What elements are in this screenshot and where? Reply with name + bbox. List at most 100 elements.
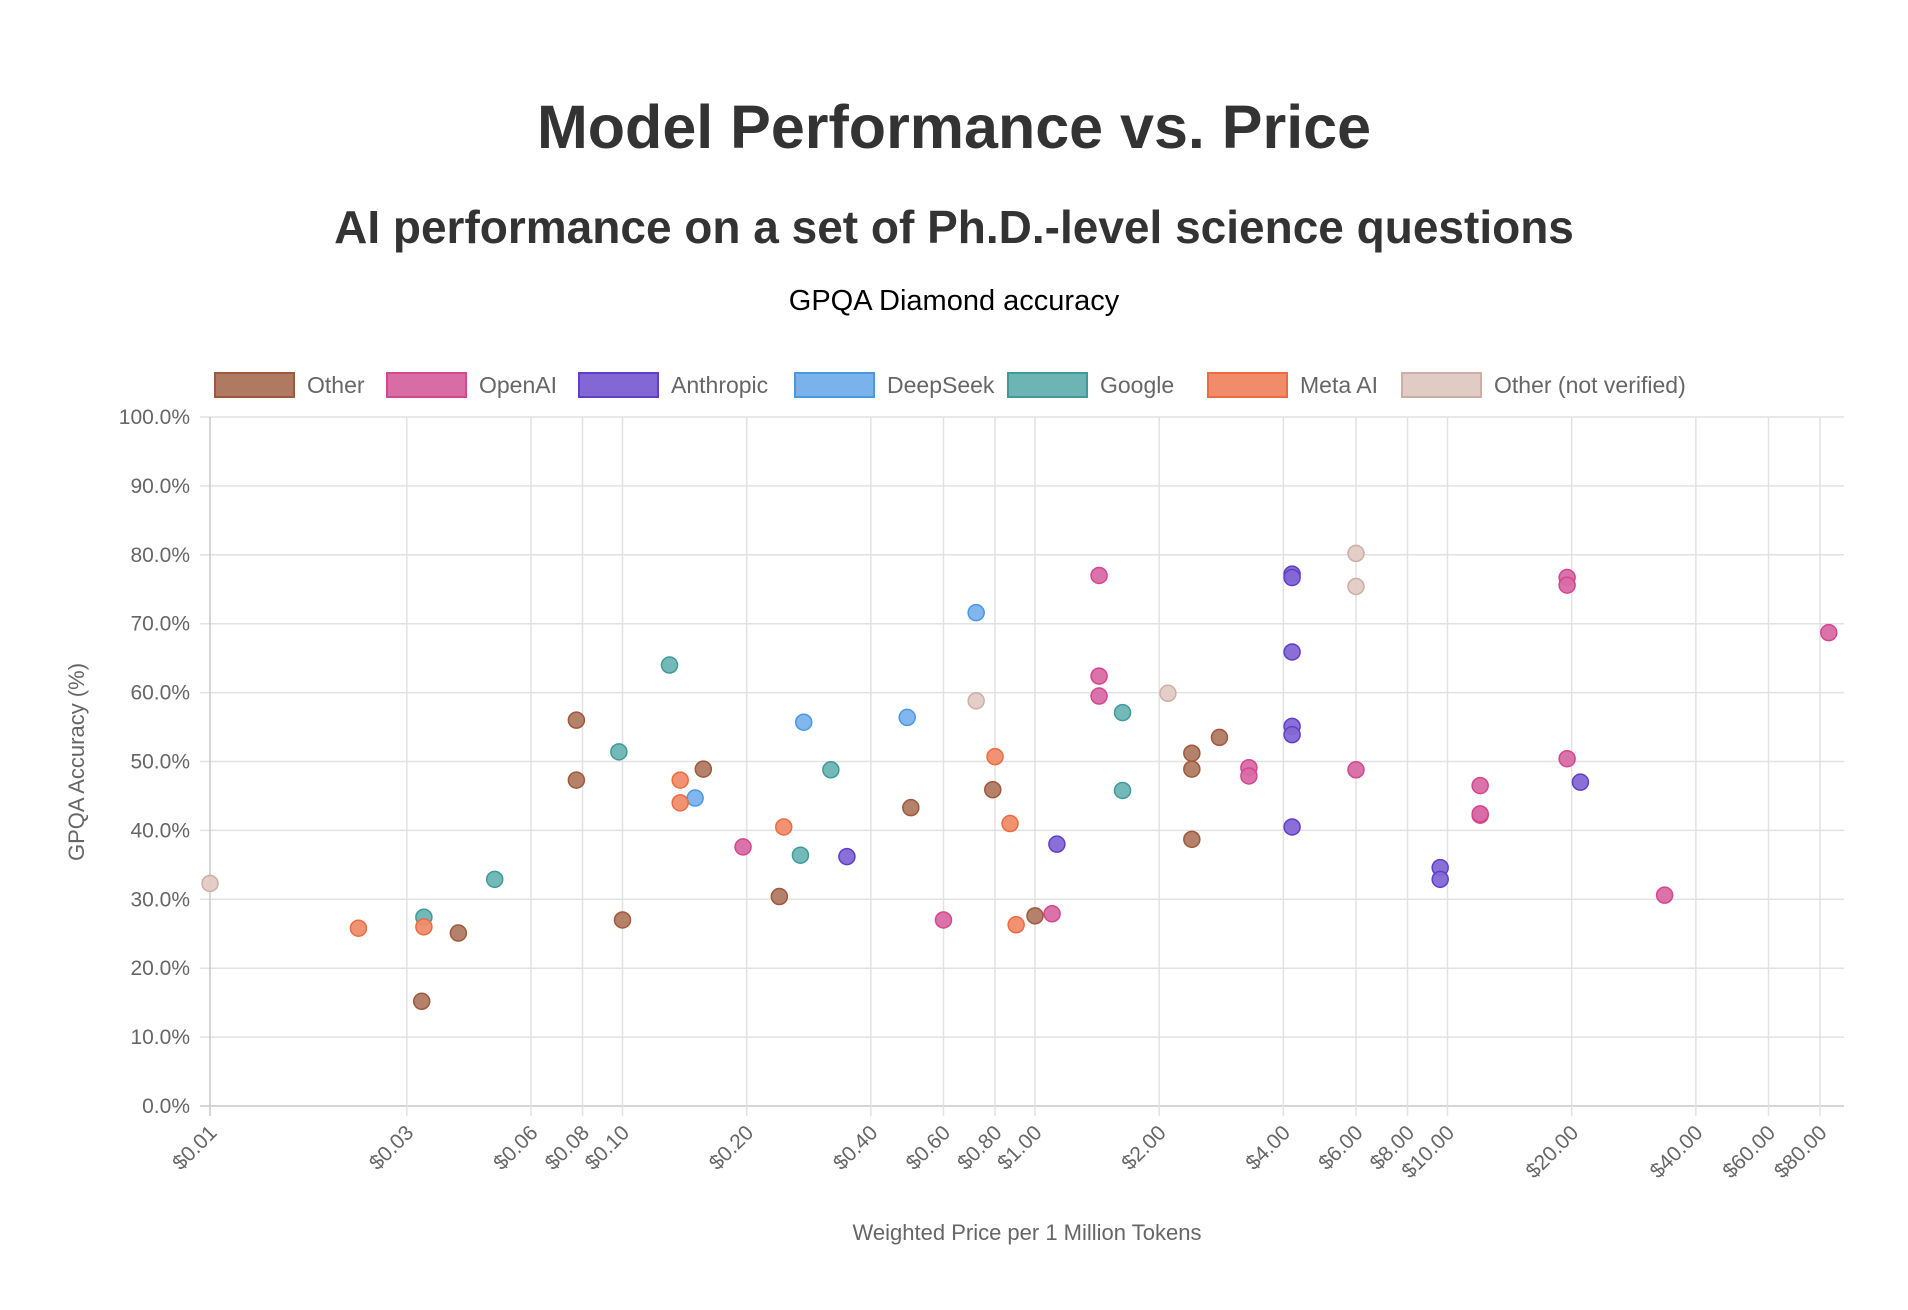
y-tick-label: 80.0% [130, 544, 190, 567]
series-anthropic [838, 565, 1590, 889]
data-point[interactable] [1001, 814, 1019, 833]
legend-item[interactable]: Other (not verified) [1401, 372, 1686, 398]
y-tick-label: 90.0% [130, 475, 190, 498]
data-point[interactable] [1183, 744, 1201, 762]
data-point[interactable] [613, 911, 632, 929]
data-point[interactable] [1347, 761, 1365, 779]
data-point[interactable] [1090, 687, 1108, 705]
data-point[interactable] [1820, 623, 1838, 642]
data-point[interactable] [1090, 667, 1108, 685]
data-point[interactable] [1183, 830, 1201, 849]
data-point[interactable] [1431, 870, 1449, 889]
y-tick-label: 40.0% [130, 819, 190, 842]
data-point[interactable] [415, 918, 433, 936]
data-point[interactable] [1283, 725, 1301, 744]
data-point[interactable] [1210, 728, 1229, 747]
data-point[interactable] [986, 747, 1004, 766]
data-point[interactable] [1183, 760, 1201, 778]
data-point[interactable] [898, 708, 916, 727]
legend-label: Google [1100, 372, 1174, 398]
legend-item[interactable]: Meta AI [1207, 372, 1378, 398]
data-point[interactable] [1471, 776, 1489, 795]
legend-item[interactable]: Anthropic [578, 372, 768, 398]
data-point[interactable] [967, 603, 985, 622]
data-point[interactable] [1558, 749, 1576, 768]
legend-item[interactable]: OpenAI [386, 372, 557, 398]
data-point[interactable] [686, 789, 704, 807]
data-point[interactable] [694, 760, 713, 778]
data-point[interactable] [201, 874, 219, 893]
data-point[interactable] [1090, 566, 1108, 585]
data-point[interactable] [1159, 684, 1177, 703]
data-point[interactable] [567, 771, 586, 789]
legend-swatch [1007, 372, 1088, 398]
x-tick-label: $1.00 [993, 1121, 1046, 1174]
data-point[interactable] [838, 847, 856, 866]
data-point[interactable] [1655, 886, 1674, 904]
data-point[interactable] [449, 924, 468, 942]
data-point[interactable] [1240, 767, 1258, 785]
data-point[interactable] [671, 794, 689, 812]
y-tick-label: 70.0% [130, 613, 190, 636]
data-points [201, 544, 1838, 1011]
x-tick-label: $0.08 [541, 1121, 594, 1174]
x-axis-label: Weighted Price per 1 Million Tokens [853, 1220, 1202, 1245]
grid-lines [200, 416, 1844, 1116]
data-point[interactable] [1558, 576, 1576, 594]
legend-swatch [386, 372, 467, 398]
data-point[interactable] [775, 818, 793, 836]
data-point[interactable] [822, 761, 840, 779]
data-point[interactable] [610, 743, 628, 761]
data-point[interactable] [1283, 818, 1301, 836]
x-tick-label: $0.06 [489, 1121, 542, 1174]
data-point[interactable] [734, 838, 752, 856]
data-point[interactable] [349, 919, 368, 937]
x-tick-label: $60.00 [1718, 1121, 1780, 1183]
data-point[interactable] [671, 771, 689, 789]
legend-swatch [1207, 372, 1288, 398]
x-tick-label: $0.03 [365, 1121, 418, 1174]
legend-label: Anthropic [671, 372, 768, 398]
legend-swatch [578, 372, 659, 398]
y-tick-label: 50.0% [130, 751, 190, 774]
data-point[interactable] [1283, 568, 1301, 587]
data-point[interactable] [794, 713, 813, 731]
legend-label: OpenAI [479, 372, 557, 398]
data-point[interactable] [485, 870, 504, 889]
series-google [415, 656, 1132, 926]
data-point[interactable] [1347, 577, 1365, 596]
data-point[interactable] [1471, 805, 1489, 823]
legend-label: Other (not verified) [1494, 372, 1686, 398]
x-axis-ticks: $0.01 $0.03 $0.06$0.08$0.10 $0.20 $0.40 $0.60… [168, 1121, 1831, 1183]
legend-item[interactable]: DeepSeek [794, 372, 995, 398]
data-point[interactable] [770, 887, 789, 906]
data-point[interactable] [934, 911, 953, 929]
chart-caption: GPQA Diamond accuracy [788, 285, 1120, 317]
data-point[interactable] [412, 992, 431, 1011]
y-tick-label: 30.0% [130, 888, 190, 911]
data-point[interactable] [1571, 773, 1590, 791]
y-tick-label: 0.0% [142, 1095, 190, 1118]
data-point[interactable] [984, 780, 1002, 799]
data-point[interactable] [1113, 781, 1132, 800]
data-point[interactable] [1048, 835, 1066, 853]
data-point[interactable] [1113, 703, 1132, 722]
data-point[interactable] [791, 846, 810, 864]
data-point[interactable] [1043, 905, 1061, 923]
x-tick-label: $0.20 [705, 1121, 758, 1174]
legend-item[interactable]: Google [1007, 372, 1174, 398]
data-point[interactable] [660, 656, 679, 674]
data-point[interactable] [967, 692, 985, 710]
data-point[interactable] [1283, 643, 1301, 661]
x-tick-label: $0.10 [581, 1121, 634, 1174]
data-point[interactable] [567, 711, 586, 729]
y-tick-label: 10.0% [130, 1026, 190, 1049]
data-point[interactable] [1007, 916, 1025, 934]
data-point[interactable] [1026, 907, 1044, 925]
legend-swatch [214, 372, 295, 398]
series-openai [734, 566, 1838, 929]
series-other [412, 711, 1229, 1011]
legend-item[interactable]: Other [214, 372, 365, 398]
data-point[interactable] [1347, 544, 1365, 563]
data-point[interactable] [902, 798, 920, 817]
